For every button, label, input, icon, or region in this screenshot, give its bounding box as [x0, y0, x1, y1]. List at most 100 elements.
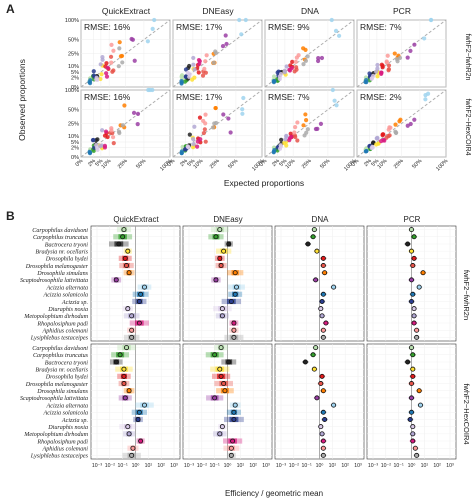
data-point — [379, 138, 384, 144]
data-point — [375, 66, 380, 71]
efficiency-point — [217, 227, 223, 233]
data-point — [375, 74, 380, 79]
efficiency-point — [230, 438, 236, 444]
x-tick-label: 10⁻¹ — [210, 463, 221, 469]
data-point — [271, 78, 276, 84]
efficiency-facet — [274, 225, 365, 342]
data-point — [241, 95, 246, 101]
data-point — [282, 70, 287, 75]
efficiency-point — [219, 313, 225, 319]
efficiency-point — [217, 255, 223, 261]
efficiency-point — [135, 416, 141, 422]
data-point — [200, 73, 206, 78]
efficiency-facet: 10⁻³ 10⁻² 10⁻¹ 10⁰ 10¹ 10² 10³ — [366, 343, 457, 469]
data-point — [211, 60, 216, 65]
y-tick-label: 100% — [65, 88, 79, 94]
efficiency-point — [320, 255, 326, 261]
data-point — [109, 128, 114, 133]
data-point — [98, 62, 103, 67]
data-point — [228, 130, 233, 135]
x-tick-label: 10² — [249, 463, 257, 469]
x-tick-label: 10⁰ — [224, 463, 232, 469]
efficiency-point — [218, 373, 224, 379]
data-point — [367, 71, 372, 76]
species-label: Rhopalosiphum padi — [36, 321, 88, 327]
efficiency-point — [122, 395, 128, 401]
efficiency-point — [221, 248, 227, 254]
x-tick-label: 10² — [157, 463, 165, 469]
data-point — [370, 145, 375, 150]
data-point — [105, 65, 110, 70]
efficiency-point — [320, 445, 326, 451]
data-point — [179, 78, 184, 84]
data-point — [196, 70, 201, 75]
panel-a-y-axis-title: Observed proportions — [17, 59, 27, 141]
species-label: Aphidius colemani — [41, 447, 88, 453]
data-point — [293, 59, 298, 64]
data-point — [191, 62, 196, 67]
data-point — [313, 126, 319, 132]
x-tick-label: 10⁻³ — [276, 463, 287, 469]
data-point — [192, 124, 197, 129]
column-header: QuickExtract — [113, 215, 159, 224]
data-point — [224, 41, 229, 47]
y-tick-label: 25% — [68, 52, 79, 58]
efficiency-point — [310, 352, 316, 358]
species-label: Metopolophium dirhodum — [23, 314, 88, 320]
data-point — [364, 148, 369, 154]
data-point — [239, 32, 244, 37]
data-point — [195, 139, 200, 144]
efficiency-point — [213, 234, 219, 240]
data-point — [220, 43, 226, 49]
efficiency-point — [126, 388, 132, 394]
data-point — [131, 110, 137, 115]
data-point — [289, 134, 294, 139]
efficiency-point — [320, 388, 326, 394]
efficiency-point — [219, 424, 225, 430]
data-point — [277, 146, 283, 151]
x-tick-label: 100% — [435, 158, 449, 172]
data-point — [329, 17, 334, 23]
rmse-label: RMSE: 7% — [360, 22, 402, 32]
species-label: Diuraphis noxia — [47, 307, 88, 313]
data-point — [182, 79, 188, 84]
data-point — [88, 150, 93, 155]
data-point — [201, 130, 206, 136]
data-point — [104, 71, 109, 76]
data-point — [375, 62, 380, 68]
data-point — [120, 60, 125, 65]
data-point — [332, 98, 337, 103]
data-point — [109, 60, 114, 65]
data-point — [213, 50, 219, 56]
efficiency-point — [228, 298, 234, 304]
identity-line — [264, 19, 355, 88]
data-point — [195, 144, 200, 149]
calibration-facet: RMSE: 9% — [264, 17, 355, 88]
efficiency-point — [320, 438, 326, 444]
data-point — [185, 144, 190, 149]
species-label: Lysiphlebus testaceipes — [30, 454, 89, 460]
data-point — [104, 74, 110, 79]
x-tick-label: 25% — [117, 158, 129, 170]
rmse-label: RMSE: 17% — [176, 22, 223, 32]
x-tick-label: 25% — [301, 158, 313, 170]
efficiency-point — [408, 381, 414, 387]
data-point — [108, 54, 114, 59]
efficiency-point — [412, 445, 418, 451]
x-tick-label: 10⁰ — [408, 463, 416, 469]
data-point — [196, 57, 202, 63]
efficiency-point — [121, 366, 127, 372]
efficiency-point — [322, 416, 328, 422]
data-point — [293, 134, 298, 140]
data-point — [379, 62, 384, 67]
data-point — [305, 54, 310, 59]
efficiency-point — [310, 234, 316, 240]
efficiency-point — [141, 284, 147, 290]
efficiency-point — [318, 381, 324, 387]
efficiency-point — [217, 366, 223, 372]
x-tick-label: 25% — [393, 158, 405, 170]
efficiency-point — [305, 241, 311, 247]
data-point — [110, 135, 116, 140]
efficiency-point — [311, 227, 317, 233]
rmse-label: RMSE: 7% — [268, 92, 310, 102]
